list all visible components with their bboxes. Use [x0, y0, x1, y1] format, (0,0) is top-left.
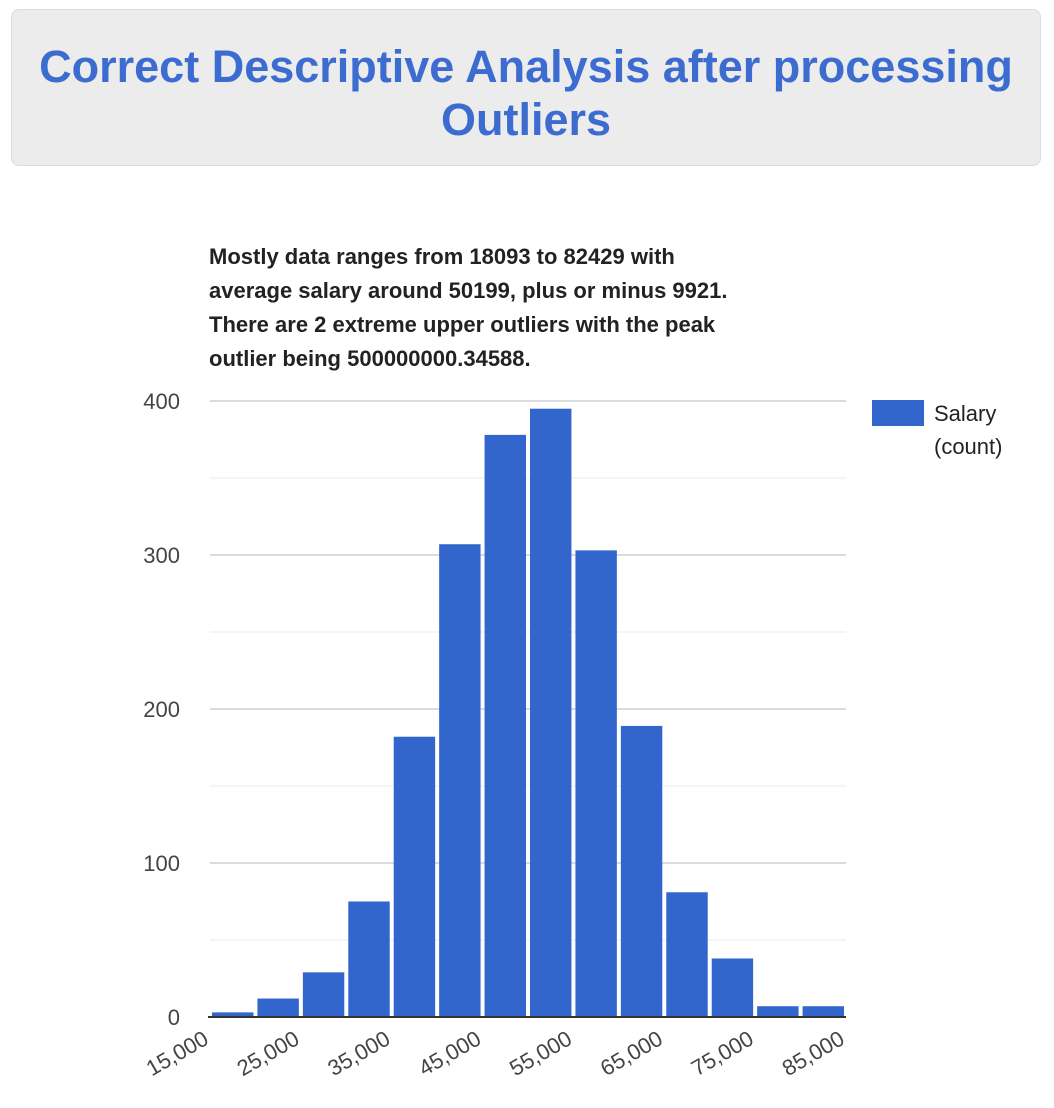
histogram-bar [212, 1012, 254, 1017]
histogram-bar [802, 1006, 844, 1017]
y-tick-label: 300 [143, 543, 180, 568]
x-tick-label: 25,000 [233, 1026, 304, 1081]
histogram-bar [620, 725, 663, 1017]
histogram-bar [393, 736, 436, 1017]
y-tick-label: 400 [143, 389, 180, 414]
legend-label: Salary [934, 401, 996, 426]
x-tick-label: 35,000 [323, 1026, 394, 1081]
x-tick-label: 85,000 [778, 1026, 849, 1081]
x-tick-label: 45,000 [414, 1026, 485, 1081]
chart-title-line: outlier being 500000000.34588. [209, 346, 531, 371]
x-tick-label: 55,000 [505, 1026, 576, 1081]
histogram-bar [348, 901, 390, 1017]
histogram-bar [439, 544, 481, 1017]
x-tick-label: 65,000 [596, 1026, 667, 1081]
histogram-bar [711, 958, 754, 1017]
chart-title-line: Mostly data ranges from 18093 to 82429 w… [209, 244, 675, 269]
histogram-bar [530, 408, 572, 1017]
histogram-bar [575, 550, 617, 1017]
legend-label: (count) [934, 434, 1002, 459]
histogram-bar [757, 1006, 799, 1017]
histogram-bar [666, 892, 708, 1017]
x-tick-label: 75,000 [687, 1026, 758, 1081]
y-tick-label: 0 [168, 1005, 180, 1030]
y-tick-label: 100 [143, 851, 180, 876]
histogram-bar [257, 998, 299, 1017]
x-tick-label: 15,000 [142, 1026, 213, 1081]
legend-swatch [872, 400, 924, 426]
chart-title-line: average salary around 50199, plus or min… [209, 278, 727, 303]
histogram-bar [302, 972, 345, 1017]
histogram-bar [484, 434, 526, 1017]
y-tick-label: 200 [143, 697, 180, 722]
page-title: Correct Descriptive Analysis after proce… [39, 41, 1013, 145]
chart-title-line: There are 2 extreme upper outliers with … [209, 312, 716, 337]
header-card: Correct Descriptive Analysis after proce… [11, 9, 1041, 166]
